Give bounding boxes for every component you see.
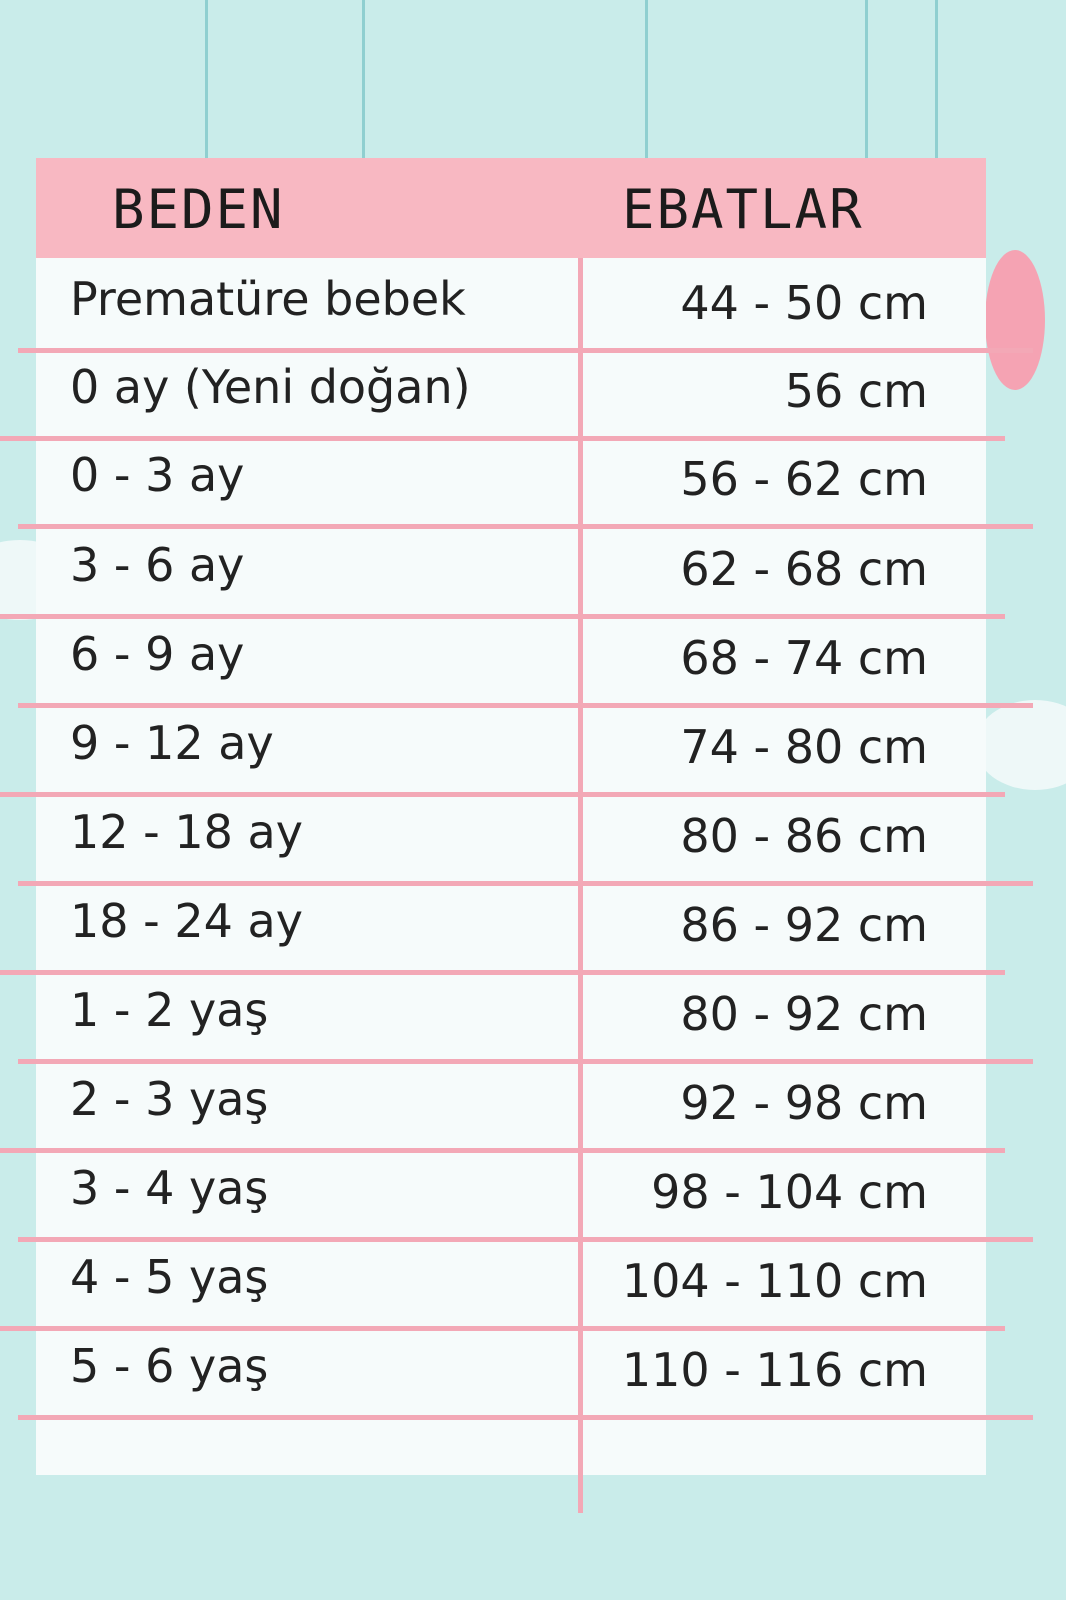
row-divider	[0, 1148, 1005, 1153]
size-cell: 4 - 5 yaş	[70, 1250, 269, 1304]
hanging-string	[935, 0, 938, 160]
size-cell: 5 - 6 yaş	[70, 1339, 269, 1393]
dimension-cell: 92 - 98 cm	[680, 1076, 928, 1130]
dimension-cell: 44 - 50 cm	[680, 276, 928, 330]
table-row: 0 - 3 ay 56 - 62 cm	[36, 438, 986, 527]
size-cell: 18 - 24 ay	[70, 894, 303, 948]
table-row: 3 - 6 ay 62 - 68 cm	[36, 528, 986, 617]
dimension-cell: 56 cm	[784, 364, 928, 418]
row-divider	[18, 881, 1033, 886]
table-header	[36, 158, 986, 258]
size-cell: 1 - 2 yaş	[70, 983, 269, 1037]
size-cell: 2 - 3 yaş	[70, 1072, 269, 1126]
table-row: 2 - 3 yaş 92 - 98 cm	[36, 1062, 986, 1151]
dimension-cell: 56 - 62 cm	[680, 452, 928, 506]
row-divider	[0, 614, 1005, 619]
table-row: 6 - 9 ay 68 - 74 cm	[36, 617, 986, 706]
header-dimensions: EBATLAR	[622, 178, 864, 241]
row-divider	[18, 524, 1033, 529]
hanging-string	[865, 0, 868, 160]
table-row: 9 - 12 ay 74 - 80 cm	[36, 706, 986, 795]
bib-decoration	[985, 250, 1045, 390]
row-divider	[18, 1059, 1033, 1064]
row-divider	[0, 1326, 1005, 1331]
hanging-string	[205, 0, 208, 160]
table-row: Prematüre bebek 44 - 50 cm	[36, 262, 986, 351]
size-cell: 12 - 18 ay	[70, 805, 303, 859]
table-row: 18 - 24 ay 86 - 92 cm	[36, 884, 986, 973]
dimension-cell: 62 - 68 cm	[680, 542, 928, 596]
dimension-cell: 98 - 104 cm	[651, 1165, 928, 1219]
row-divider	[0, 792, 1005, 797]
dimension-cell: 104 - 110 cm	[621, 1254, 928, 1308]
dimension-cell: 80 - 92 cm	[680, 987, 928, 1041]
dimension-cell: 110 - 116 cm	[621, 1343, 928, 1397]
table-row: 12 - 18 ay 80 - 86 cm	[36, 795, 986, 884]
table-row: 0 ay (Yeni doğan) 56 cm	[36, 350, 986, 439]
row-divider	[18, 348, 1033, 353]
table-row: 5 - 6 yaş 110 - 116 cm	[36, 1329, 986, 1418]
table-row: 4 - 5 yaş 104 - 110 cm	[36, 1240, 986, 1329]
size-cell: 6 - 9 ay	[70, 627, 245, 681]
cloud-decoration	[975, 700, 1066, 790]
size-cell: 9 - 12 ay	[70, 716, 274, 770]
row-divider	[18, 1237, 1033, 1242]
header-size: BEDEN	[112, 178, 285, 241]
row-divider	[18, 703, 1033, 708]
size-cell: Prematüre bebek	[70, 272, 466, 326]
table-row: 3 - 4 yaş 98 - 104 cm	[36, 1151, 986, 1240]
size-cell: 0 ay (Yeni doğan)	[70, 360, 471, 414]
size-cell: 3 - 6 ay	[70, 538, 245, 592]
row-divider	[18, 1415, 1033, 1420]
hanging-string	[645, 0, 648, 160]
size-cell: 0 - 3 ay	[70, 448, 245, 502]
row-divider	[0, 970, 1005, 975]
table-row: 1 - 2 yaş 80 - 92 cm	[36, 973, 986, 1062]
dimension-cell: 86 - 92 cm	[680, 898, 928, 952]
size-cell: 3 - 4 yaş	[70, 1161, 269, 1215]
dimension-cell: 74 - 80 cm	[680, 720, 928, 774]
dimension-cell: 68 - 74 cm	[680, 631, 928, 685]
row-divider	[0, 436, 1005, 441]
size-chart-table	[36, 158, 986, 1475]
hanging-string	[362, 0, 365, 160]
dimension-cell: 80 - 86 cm	[680, 809, 928, 863]
column-divider	[578, 258, 583, 1513]
